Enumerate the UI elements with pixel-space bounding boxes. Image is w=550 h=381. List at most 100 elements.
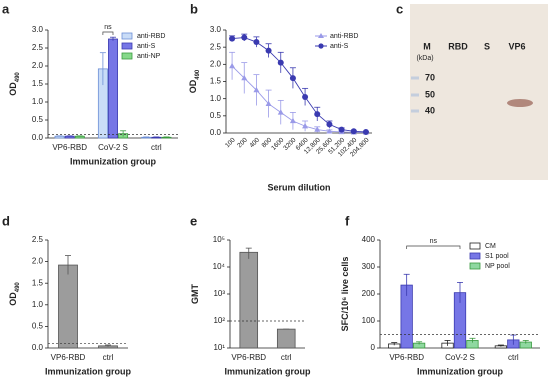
bar — [239, 251, 259, 349]
point — [289, 117, 296, 124]
lane-label: RBD — [448, 41, 468, 51]
unit-label: (kDa) — [416, 55, 433, 62]
y-tick-label: 2.5 — [32, 235, 44, 244]
point — [265, 47, 272, 54]
y-axis-label: OD490 — [8, 72, 20, 96]
y-tick-label: 3.0 — [210, 25, 222, 34]
legend-swatch — [469, 262, 481, 270]
legend-label: anti-S — [137, 43, 156, 50]
y-tick-label: 200 — [362, 289, 376, 298]
significance-label: ns — [430, 238, 438, 245]
legend-swatch — [121, 52, 133, 60]
point — [241, 34, 248, 41]
point — [302, 122, 309, 129]
y-tick-label: 2.0 — [210, 59, 222, 68]
significance-label: ns — [104, 24, 112, 31]
y-tick-label: 10⁴ — [213, 262, 226, 271]
point — [302, 93, 309, 100]
series-line — [232, 37, 366, 133]
point — [350, 128, 357, 135]
legend-swatch — [469, 252, 481, 260]
y-tick-label: 400 — [362, 235, 376, 244]
y-tick-label: 1.5 — [210, 77, 222, 86]
significance-bracket — [102, 31, 114, 35]
legend-swatch — [469, 242, 481, 250]
marker-label: 50 — [425, 89, 435, 99]
ladder-band — [411, 93, 419, 97]
y-tick-label: 10⁵ — [213, 235, 225, 244]
x-axis-label: Immunization group — [417, 366, 503, 376]
panel-letter: d — [2, 213, 10, 228]
legend-label: anti-RBD — [330, 33, 358, 40]
y-tick-label: 10¹ — [213, 343, 225, 352]
y-axis-label-sub: 490 — [15, 72, 21, 83]
lane-label: M — [423, 41, 431, 51]
point — [229, 35, 236, 42]
bar — [58, 264, 78, 349]
x-tick-label: ctrl — [103, 353, 114, 362]
point — [326, 121, 333, 128]
y-axis-label-main: OD — [8, 82, 18, 96]
x-tick-label: 400 — [248, 136, 261, 149]
y-axis-label-sub: 490 — [15, 282, 21, 293]
y-tick-label: 10³ — [213, 289, 225, 298]
y-tick-label: 0.5 — [32, 322, 44, 331]
y-tick-label: 2.5 — [210, 42, 222, 51]
y-tick-label: 1.0 — [32, 300, 44, 309]
point — [277, 59, 284, 66]
y-tick-label: 0.5 — [210, 111, 222, 120]
legend-marker — [318, 43, 324, 49]
y-tick-label: 2.0 — [32, 61, 44, 70]
y-tick-label: 0.0 — [210, 128, 222, 137]
point — [314, 126, 321, 132]
y-tick-label: 0.0 — [32, 343, 44, 352]
y-tick-label: 2.0 — [32, 257, 44, 266]
legend-label: CM — [485, 243, 496, 250]
y-axis-label-main: OD — [8, 292, 18, 306]
y-axis-label-main: OD — [188, 79, 198, 93]
significance-bracket — [406, 245, 461, 249]
protein-band — [507, 99, 533, 107]
y-tick-label: 1.0 — [210, 94, 222, 103]
y-tick-label: 300 — [362, 262, 376, 271]
x-tick-label: CoV-2 S — [98, 143, 128, 152]
x-tick-label: 1600 — [270, 136, 285, 151]
y-axis-label: OD490 — [8, 282, 20, 306]
lane-label: S — [484, 41, 490, 51]
blot-membrane — [410, 4, 548, 180]
x-tick-label: VP6-RBD — [51, 353, 86, 362]
point — [265, 100, 272, 107]
y-tick-label: 0 — [371, 343, 376, 352]
y-axis-label-sub: 490 — [195, 69, 201, 80]
legend-label: anti-RBD — [137, 33, 165, 40]
legend-label: anti-NP — [137, 53, 161, 60]
x-tick-label: ctrl — [508, 353, 519, 362]
x-axis-label: Immunization group — [45, 366, 131, 376]
legend-swatch — [121, 32, 133, 40]
x-axis-label: Serum dilution — [268, 182, 331, 192]
y-tick-label: 2.5 — [32, 43, 44, 52]
y-axis-label-main: GMT — [190, 284, 200, 304]
legend-label: NP pool — [485, 263, 510, 270]
point — [241, 74, 248, 81]
y-axis-label: SFC/10⁶ live cells — [340, 257, 350, 332]
bar — [108, 38, 118, 139]
panel-letter: b — [190, 1, 198, 16]
point — [253, 39, 260, 46]
y-tick-label: 1.5 — [32, 79, 44, 88]
y-axis-label: OD490 — [188, 69, 200, 93]
y-tick-label: 10² — [213, 316, 225, 325]
y-tick-label: 100 — [362, 316, 376, 325]
x-tick-label: 200 — [236, 136, 249, 149]
x-tick-label: ctrl — [281, 353, 292, 362]
marker-label: 70 — [425, 72, 435, 82]
point — [326, 128, 333, 134]
y-tick-label: 1.0 — [32, 97, 44, 106]
ladder-band — [411, 76, 419, 80]
x-axis-label: Immunization group — [70, 156, 156, 166]
series-line — [231, 65, 366, 133]
x-tick-label: 3200 — [282, 136, 297, 151]
panel-letter: a — [2, 1, 10, 16]
x-tick-label: ctrl — [151, 143, 162, 152]
